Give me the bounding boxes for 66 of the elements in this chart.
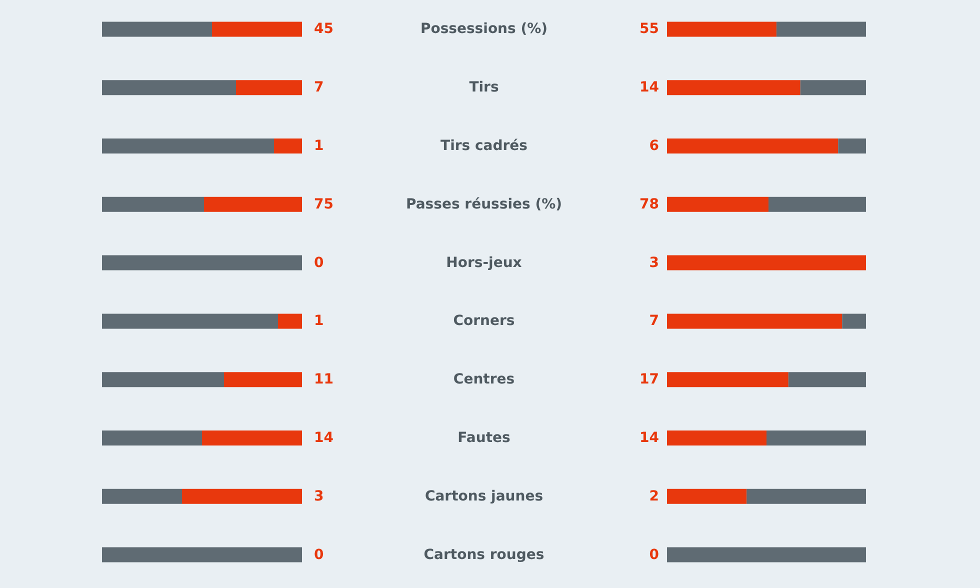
bar	[204, 196, 302, 212]
bar	[224, 372, 302, 388]
text: 14	[314, 430, 334, 446]
y-tick-label: Centres	[453, 372, 515, 388]
bar	[667, 372, 788, 388]
y-tick-label: Tirs	[469, 80, 499, 96]
bar	[102, 314, 278, 329]
bar	[274, 138, 302, 154]
text: 17	[640, 372, 659, 388]
text: 6	[649, 138, 659, 154]
text: 3	[649, 254, 659, 271]
bar	[102, 22, 212, 37]
bar	[102, 372, 224, 388]
bar	[842, 314, 866, 329]
bar	[667, 314, 842, 329]
text: 7	[649, 313, 659, 330]
text: 14	[640, 80, 660, 96]
bar	[667, 488, 747, 504]
bar	[102, 547, 302, 562]
y-tick-label: Fautes	[458, 430, 510, 446]
y-tick-label: Cartons jaunes	[424, 488, 544, 504]
bar	[768, 196, 866, 212]
bar	[212, 22, 302, 37]
bar	[236, 80, 302, 96]
text: 0	[314, 254, 324, 271]
y-tick-label: Hors-jeux	[446, 254, 522, 271]
bar	[667, 22, 776, 37]
bar	[102, 488, 182, 504]
text: 11	[314, 372, 334, 388]
text: 75	[314, 196, 334, 212]
text: 2	[649, 488, 659, 504]
bar	[102, 138, 274, 154]
y-tick-label: Passes réussies (%)	[406, 196, 562, 212]
bar	[776, 22, 866, 37]
y-tick-label: Corners	[453, 313, 515, 330]
bar	[667, 196, 768, 212]
y-tick-label: Cartons rouges	[424, 546, 544, 563]
text: 0	[649, 546, 660, 563]
bar	[838, 138, 866, 154]
y-tick-label: Possessions (%)	[420, 21, 548, 38]
text: 1	[314, 138, 324, 154]
text: 3	[314, 488, 324, 504]
text: 55	[640, 21, 659, 38]
text: 45	[314, 21, 334, 38]
bar	[746, 488, 866, 504]
text: 78	[640, 196, 659, 212]
bar	[667, 138, 838, 154]
text: 14	[640, 430, 660, 446]
bar	[788, 372, 866, 388]
bar	[102, 80, 236, 96]
bar	[667, 547, 866, 562]
bar	[102, 196, 204, 212]
text: 0	[314, 546, 324, 563]
bar	[766, 430, 866, 446]
bar	[278, 314, 302, 329]
text: 7	[314, 80, 324, 96]
bar	[182, 488, 302, 504]
bar	[102, 255, 302, 270]
text: 1	[314, 313, 324, 330]
bar	[667, 255, 866, 270]
bar	[102, 430, 202, 446]
bar	[800, 80, 866, 96]
y-tick-label: Tirs cadrés	[440, 138, 528, 154]
bar	[202, 430, 302, 446]
bar	[667, 430, 766, 446]
bar	[667, 80, 800, 96]
